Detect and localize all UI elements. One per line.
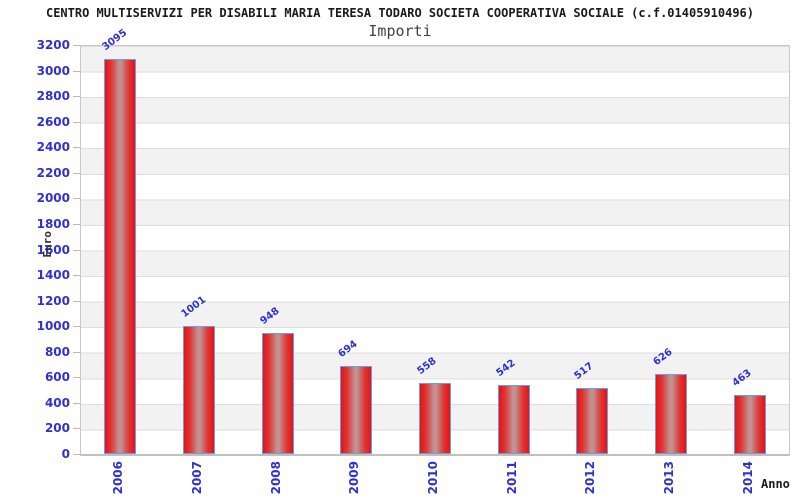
y-tick-mark [73,70,80,72]
y-tick-mark [73,428,80,430]
x-tick-label: 2011 [504,461,519,495]
bar [576,388,609,454]
y-tick-mark [73,96,80,98]
y-tick-label: 2200 [36,165,70,180]
bar-value-label: 463 [730,367,754,389]
y-tick-label: 800 [44,344,70,359]
bar-value-label: 542 [494,357,518,379]
x-tick-label: 2007 [190,461,204,495]
y-tick-label: 3000 [36,63,70,78]
bar [419,382,451,454]
y-tick-label: 3200 [36,38,70,52]
bar [340,365,373,454]
y-tick-label: 2000 [36,191,70,206]
y-tick-label: 2800 [36,89,70,104]
y-tick-label: 1600 [36,242,70,257]
y-tick-mark [73,351,80,353]
bar [733,394,766,454]
bar-value-label: 1001 [179,294,209,321]
y-tick-label: 1800 [36,216,70,231]
bar [655,374,687,454]
y-tick-label: 1000 [36,319,70,334]
y-tick-label: 1400 [36,268,70,283]
plot-area: 3095 1001 948 694 558 542 517 626 463 [80,28,790,456]
y-tick-label: 200 [44,421,70,436]
chart-subtitle: Importi [368,22,432,40]
y-tick-mark [73,45,80,46]
y-tick-label: 600 [44,370,70,385]
x-axis-title: Anno [761,477,790,491]
x-tick-label: 2010 [426,461,440,495]
bar-value-label: 948 [258,305,282,328]
x-tick-label: 2012 [583,461,598,495]
y-tick-mark [73,172,80,174]
y-tick-mark [73,377,80,379]
x-tick-label: 2013 [662,461,676,495]
bar-value-label: 694 [336,338,360,360]
x-tick-label: 2014 [740,461,755,495]
y-tick-mark [73,402,80,404]
bar [261,333,294,454]
y-tick-mark [73,300,80,302]
y-tick-mark [73,275,80,277]
bar-value-label: 558 [415,355,439,377]
y-tick-mark [73,121,80,123]
bar [497,384,530,454]
y-tick-mark [73,454,80,455]
y-axis-title: Euro [41,231,54,258]
bar [183,326,215,454]
y-tick-label: 1200 [36,293,70,308]
bar-value-label: 626 [651,346,675,369]
y-tick-label: 2400 [36,140,70,155]
y-tick-mark [73,223,80,225]
x-tick-label: 2006 [111,461,126,495]
x-tick-label: 2009 [347,461,362,495]
y-tick-mark [73,147,80,149]
bar [104,59,137,454]
y-tick-label: 2600 [36,114,70,129]
x-tick-label: 2008 [268,461,283,495]
y-tick-mark [73,326,80,328]
chart-title: CENTRO MULTISERVIZI PER DISABILI MARIA T… [45,6,754,20]
y-tick-mark [73,249,80,251]
bar-value-label: 517 [572,360,596,383]
y-tick-label: 400 [44,395,70,410]
y-tick-label: 0 [61,447,70,461]
y-tick-mark [73,198,80,200]
